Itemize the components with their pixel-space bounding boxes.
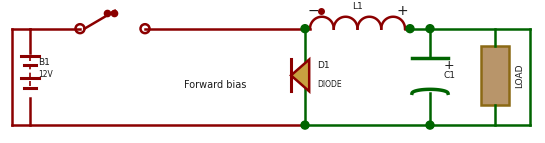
- Bar: [481, 46, 509, 105]
- Text: +: +: [396, 4, 408, 18]
- Text: −: −: [307, 4, 319, 18]
- Text: Forward bias: Forward bias: [184, 80, 246, 90]
- Text: D1: D1: [317, 61, 330, 70]
- Text: L1: L1: [352, 2, 363, 11]
- Circle shape: [301, 121, 309, 129]
- Text: +: +: [444, 59, 455, 73]
- Text: 12V: 12V: [38, 70, 53, 79]
- Circle shape: [406, 25, 414, 33]
- Text: C1: C1: [444, 71, 456, 80]
- Text: B1: B1: [38, 58, 50, 67]
- Text: DIODE: DIODE: [317, 80, 342, 89]
- Circle shape: [301, 25, 309, 33]
- Circle shape: [426, 121, 434, 129]
- Text: LOAD: LOAD: [515, 63, 524, 88]
- Polygon shape: [291, 59, 309, 91]
- Circle shape: [426, 25, 434, 33]
